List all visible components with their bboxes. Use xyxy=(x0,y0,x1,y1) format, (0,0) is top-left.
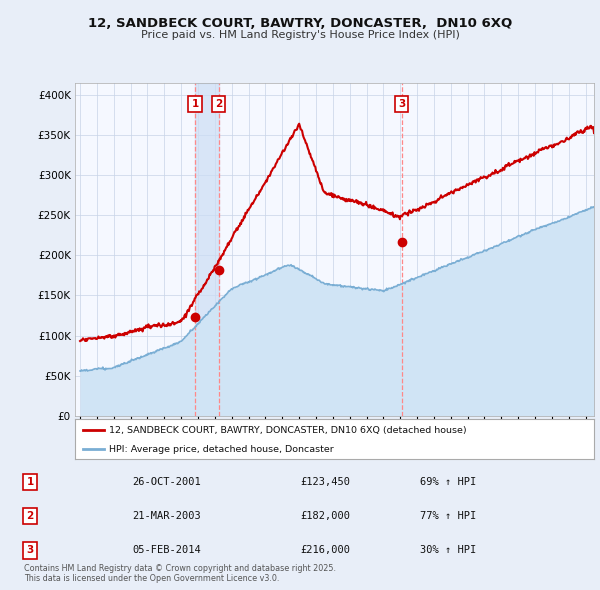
Text: 1: 1 xyxy=(191,99,199,109)
Text: HPI: Average price, detached house, Doncaster: HPI: Average price, detached house, Donc… xyxy=(109,445,334,454)
Text: 2: 2 xyxy=(215,99,222,109)
Text: 69% ↑ HPI: 69% ↑ HPI xyxy=(420,477,476,487)
Text: 30% ↑ HPI: 30% ↑ HPI xyxy=(420,546,476,555)
Text: 3: 3 xyxy=(26,546,34,555)
Text: 05-FEB-2014: 05-FEB-2014 xyxy=(132,546,201,555)
Text: £216,000: £216,000 xyxy=(300,546,350,555)
Text: 77% ↑ HPI: 77% ↑ HPI xyxy=(420,512,476,521)
Text: Price paid vs. HM Land Registry's House Price Index (HPI): Price paid vs. HM Land Registry's House … xyxy=(140,30,460,40)
Text: 21-MAR-2003: 21-MAR-2003 xyxy=(132,512,201,521)
Text: 1: 1 xyxy=(26,477,34,487)
Text: 12, SANDBECK COURT, BAWTRY, DONCASTER,  DN10 6XQ: 12, SANDBECK COURT, BAWTRY, DONCASTER, D… xyxy=(88,17,512,30)
Text: 26-OCT-2001: 26-OCT-2001 xyxy=(132,477,201,487)
Text: 3: 3 xyxy=(398,99,406,109)
Text: £123,450: £123,450 xyxy=(300,477,350,487)
Text: 2: 2 xyxy=(26,512,34,521)
Text: Contains HM Land Registry data © Crown copyright and database right 2025.
This d: Contains HM Land Registry data © Crown c… xyxy=(24,563,336,583)
Text: 12, SANDBECK COURT, BAWTRY, DONCASTER, DN10 6XQ (detached house): 12, SANDBECK COURT, BAWTRY, DONCASTER, D… xyxy=(109,425,466,435)
Text: £182,000: £182,000 xyxy=(300,512,350,521)
Bar xyxy=(195,83,218,416)
